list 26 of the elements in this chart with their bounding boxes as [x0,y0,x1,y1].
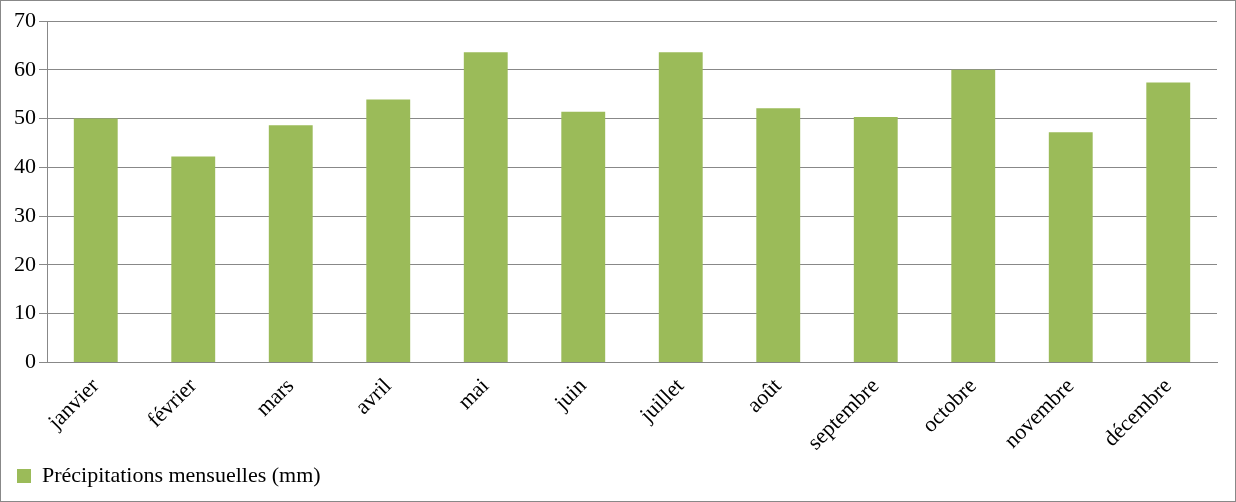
bar [171,156,216,362]
bar [853,117,898,362]
bar [268,125,313,362]
bar [73,118,118,362]
x-tick-label: août [741,372,786,418]
y-tick-label: 10 [14,299,36,325]
x-tick-label: juin [548,372,591,416]
bar [756,108,801,362]
bar [1048,132,1093,362]
y-tick-label: 50 [14,104,36,130]
y-tick-label: 20 [14,250,36,276]
bar [561,111,606,362]
x-tick-label: mars [250,372,299,421]
bar [1146,82,1191,362]
y-tick-label: 30 [14,201,36,227]
bar [463,52,508,362]
y-tick-label: 60 [14,55,36,81]
bar [951,69,996,362]
legend-label: Précipitations mensuelles (mm) [42,461,321,487]
y-tick-label: 70 [14,6,36,32]
bar [658,52,703,362]
bar [366,99,411,362]
y-tick-label: 40 [14,153,36,179]
x-tick-label: avril [349,372,396,419]
y-tick-label: 0 [25,348,36,374]
x-tick-label: mai [452,372,494,414]
